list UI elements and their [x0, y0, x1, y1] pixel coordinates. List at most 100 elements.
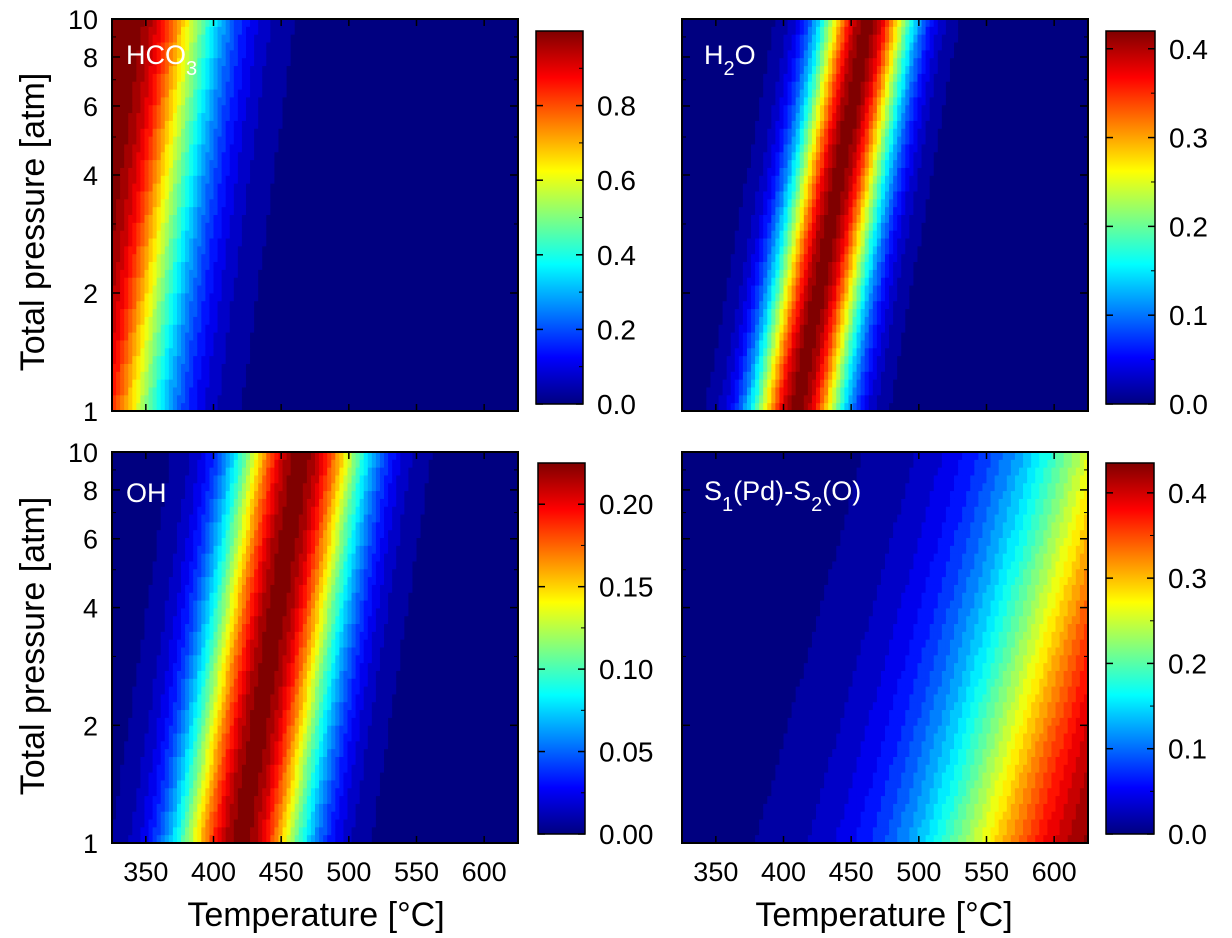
heatmap-cell	[371, 207, 377, 216]
heatmap-cell	[181, 26, 186, 36]
heatmap-cell	[331, 371, 336, 381]
heatmap-cell	[274, 175, 280, 185]
heatmap-cell	[477, 175, 483, 185]
heatmap-cell	[331, 230, 336, 240]
heatmap-cell	[457, 356, 462, 365]
heatmap-cell	[250, 340, 255, 349]
heatmap-cell	[221, 50, 227, 59]
heatmap-cell	[144, 332, 150, 342]
heatmap-cell	[375, 113, 381, 122]
heatmap-cell	[392, 191, 397, 200]
heatmap-cell	[209, 269, 215, 279]
heatmap-cell	[424, 207, 430, 216]
heatmap-cell	[294, 316, 300, 326]
heatmap-cell	[473, 277, 478, 287]
heatmap-cell	[290, 403, 296, 412]
heatmap-cell	[160, 293, 166, 302]
heatmap-cell	[436, 191, 442, 200]
heatmap-cell	[473, 136, 478, 146]
heatmap-cell	[213, 262, 219, 271]
heatmap-cell	[400, 105, 405, 114]
heatmap-cell	[172, 371, 178, 381]
heatmap-cell	[412, 324, 418, 334]
heatmap-cell	[245, 340, 251, 349]
heatmap-cell	[120, 363, 125, 373]
heatmap-cell	[294, 175, 300, 185]
heatmap-cell	[440, 42, 446, 51]
heatmap-cell	[444, 246, 450, 255]
heatmap-cell	[250, 309, 255, 318]
heatmap-cell	[335, 26, 340, 36]
heatmap-cell	[436, 222, 442, 232]
heatmap-cell	[112, 89, 117, 98]
heatmap-cell	[245, 66, 251, 75]
heatmap-cell	[375, 387, 381, 396]
heatmap-cell	[388, 371, 393, 381]
heatmap-cell	[213, 152, 219, 161]
heatmap-cell	[286, 97, 292, 106]
heatmap-cell	[233, 73, 239, 83]
heatmap-cell	[420, 152, 426, 161]
heatmap-cell	[266, 379, 271, 389]
heatmap-cell	[315, 215, 320, 224]
heatmap-cell	[116, 199, 121, 208]
heatmap-cell	[323, 215, 328, 224]
heatmap-cell	[160, 152, 166, 161]
heatmap-cell	[298, 152, 304, 161]
heatmap-cell	[136, 356, 142, 365]
heatmap-cell	[148, 215, 154, 224]
heatmap-cell	[310, 215, 316, 224]
heatmap-cell	[278, 301, 284, 310]
heatmap-cell	[205, 371, 211, 381]
heatmap-cell	[388, 254, 393, 263]
heatmap-cell	[128, 191, 133, 200]
heatmap-cell	[339, 324, 345, 334]
heatmap-cell	[254, 105, 259, 114]
heatmap-cell	[448, 183, 454, 193]
heatmap-cell	[225, 19, 231, 28]
heatmap-cell	[319, 199, 324, 208]
heatmap-cell	[501, 113, 507, 122]
heatmap-cell	[400, 50, 405, 59]
heatmap-cell	[258, 293, 263, 302]
heatmap-cell	[250, 387, 255, 396]
heatmap-cell	[359, 113, 365, 122]
heatmap-cell	[140, 285, 146, 294]
heatmap-cell	[254, 167, 259, 177]
heatmap-cell	[120, 26, 125, 36]
heatmap-cell	[327, 66, 332, 75]
heatmap-cell	[424, 379, 430, 389]
heatmap-cell	[164, 207, 170, 216]
heatmap-cell	[282, 175, 288, 185]
heatmap-cell	[148, 26, 154, 36]
heatmap-cell	[241, 50, 247, 59]
heatmap-cell	[213, 175, 219, 185]
heatmap-cell	[485, 113, 491, 122]
heatmap-cell	[217, 73, 223, 83]
heatmap-cell	[513, 230, 519, 240]
heatmap-cell	[290, 215, 296, 224]
heatmap-cell	[274, 403, 280, 412]
heatmap-cell	[136, 246, 142, 255]
heatmap-cell	[164, 309, 170, 318]
heatmap-cell	[315, 207, 320, 216]
heatmap-cell	[310, 363, 316, 373]
heatmap-cell	[359, 332, 365, 342]
heatmap-cell	[396, 136, 401, 146]
heatmap-cell	[262, 356, 267, 365]
heatmap-cell	[302, 66, 308, 75]
heatmap-cell	[160, 395, 166, 404]
heatmap-cell	[254, 207, 259, 216]
heatmap-cell	[164, 34, 170, 44]
heatmap-cell	[404, 199, 409, 208]
heatmap-cell	[116, 136, 121, 146]
heatmap-cell	[347, 293, 353, 302]
heatmap-cell	[408, 183, 414, 193]
heatmap-cell	[282, 246, 288, 255]
heatmap-cell	[457, 230, 462, 240]
heatmap-cell	[420, 167, 426, 177]
heatmap-cell	[197, 246, 202, 255]
heatmap-cell	[497, 262, 503, 271]
heatmap-cell	[229, 230, 235, 240]
heatmap-cell	[310, 26, 316, 36]
